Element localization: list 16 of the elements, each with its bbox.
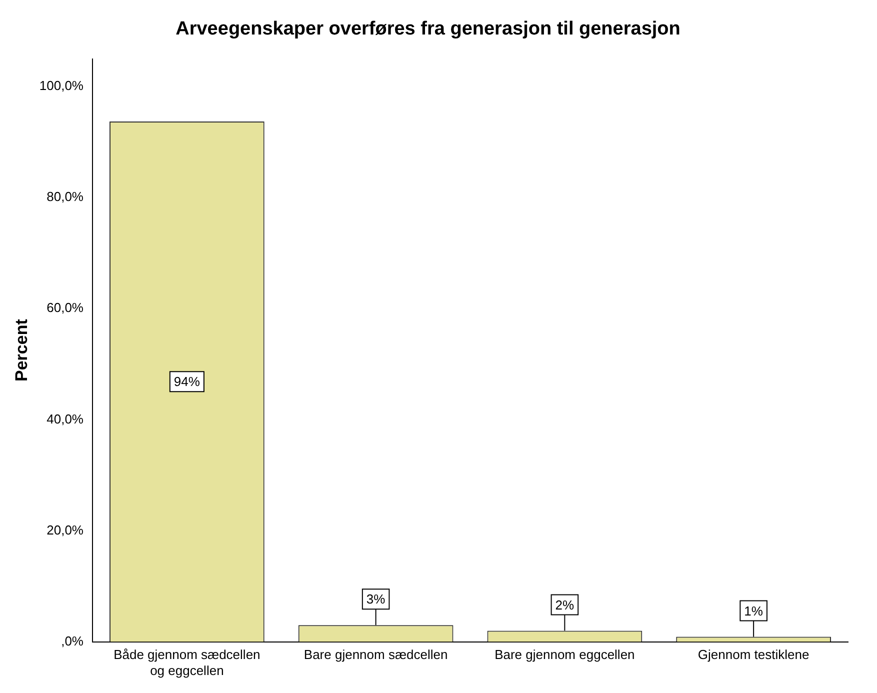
x-tick-label: Bare gjennom eggcellen (494, 647, 635, 662)
data-label: 1% (744, 603, 764, 618)
y-tick-label: 20,0% (46, 522, 84, 538)
y-tick-label: 80,0% (46, 189, 84, 204)
chart-title: Arveegenskaper overføres fra generasjon til generasjon (176, 18, 680, 40)
x-tick-label: Både gjennom sædcellen og eggcellen (114, 647, 260, 678)
x-tick-label: Gjennom testiklene (698, 647, 810, 662)
x-tick-label: Bare gjennom sædcellen (304, 647, 448, 662)
y-tick-label: ,0% (61, 633, 84, 648)
y-axis-title: Percent (12, 318, 31, 382)
data-label: 94% (174, 374, 200, 390)
data-label: 2% (555, 597, 575, 612)
y-tick-label: 40,0% (46, 411, 84, 426)
y-tick-label: 100,0% (39, 78, 84, 94)
data-label: 3% (366, 592, 386, 607)
y-tick-label: 60,0% (46, 300, 84, 316)
